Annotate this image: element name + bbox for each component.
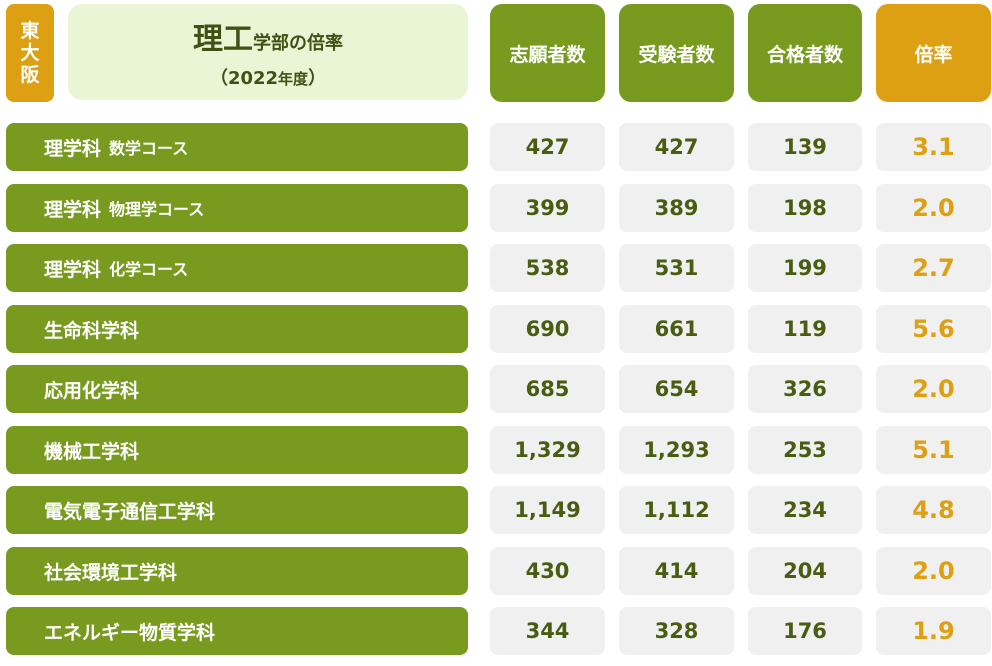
department-name: 理学科 xyxy=(44,137,102,160)
passers-cell: 204 xyxy=(748,547,862,595)
examinees-cell: 1,112 xyxy=(619,486,734,534)
faculty-name: 理工 xyxy=(193,22,253,57)
year-close-paren: ） xyxy=(308,68,327,89)
header-examinees: 受験者数 xyxy=(619,4,734,102)
year-line: （ 2022 年度 ） xyxy=(210,64,326,90)
table-row: 応用化学科 xyxy=(6,365,468,413)
department-name: エネルギー物質学科 xyxy=(44,621,216,644)
examinees-cell: 1,293 xyxy=(619,426,734,474)
school-badge: 東 大 阪 xyxy=(6,4,54,102)
examinees-cell: 661 xyxy=(619,305,734,353)
applicants-cell: 690 xyxy=(490,305,605,353)
table-row: 理学科 化学コース xyxy=(6,244,468,292)
passers-cell: 199 xyxy=(748,244,862,292)
applicants-cell: 685 xyxy=(490,365,605,413)
table-row: エネルギー物質学科 xyxy=(6,607,468,655)
passers-cell: 119 xyxy=(748,305,862,353)
table-row: 理学科 物理学コース xyxy=(6,184,468,232)
ratio-cell: 5.6 xyxy=(876,305,991,353)
examinees-cell: 531 xyxy=(619,244,734,292)
examinees-cell: 427 xyxy=(619,123,734,171)
header-passers: 合格者数 xyxy=(748,4,862,102)
page-title: 理工 学部の倍率 （ 2022 年度 ） xyxy=(68,4,468,100)
course-name: 化学コース xyxy=(109,260,189,279)
passers-cell: 234 xyxy=(748,486,862,534)
passers-cell: 326 xyxy=(748,365,862,413)
applicants-cell: 1,149 xyxy=(490,486,605,534)
department-name: 応用化学科 xyxy=(44,379,140,402)
ratio-cell: 2.0 xyxy=(876,547,991,595)
department-name: 生命科学科 xyxy=(44,319,140,342)
year-number: 2022 xyxy=(227,68,279,89)
applicants-cell: 344 xyxy=(490,607,605,655)
title-line: 理工 学部の倍率 xyxy=(193,14,343,58)
department-name: 機械工学科 xyxy=(44,440,140,463)
header-applicants: 志願者数 xyxy=(490,4,605,102)
applicants-cell: 538 xyxy=(490,244,605,292)
examinees-cell: 328 xyxy=(619,607,734,655)
table-row: 機械工学科 xyxy=(6,426,468,474)
department-name: 理学科 xyxy=(44,258,102,281)
school-badge-char: 東 xyxy=(20,20,40,42)
school-badge-char: 阪 xyxy=(20,64,40,86)
table-row: 社会環境工学科 xyxy=(6,547,468,595)
passers-cell: 176 xyxy=(748,607,862,655)
examinees-cell: 389 xyxy=(619,184,734,232)
header-ratio: 倍率 xyxy=(876,4,991,102)
year-open-paren: （ xyxy=(209,68,228,89)
table-row: 生命科学科 xyxy=(6,305,468,353)
table-row: 電気電子通信工学科 xyxy=(6,486,468,534)
ratio-cell: 2.0 xyxy=(876,365,991,413)
ratio-cell: 5.1 xyxy=(876,426,991,474)
applicants-cell: 1,329 xyxy=(490,426,605,474)
ratio-cell: 3.1 xyxy=(876,123,991,171)
applicants-cell: 427 xyxy=(490,123,605,171)
ratio-cell: 4.8 xyxy=(876,486,991,534)
course-name: 物理学コース xyxy=(109,200,205,219)
year-suffix: 年度 xyxy=(278,70,309,88)
department-name: 理学科 xyxy=(44,198,102,221)
department-name: 電気電子通信工学科 xyxy=(44,500,216,523)
passers-cell: 139 xyxy=(748,123,862,171)
applicants-cell: 399 xyxy=(490,184,605,232)
passers-cell: 198 xyxy=(748,184,862,232)
title-sub: 学部の倍率 xyxy=(253,33,343,54)
department-name: 社会環境工学科 xyxy=(44,561,178,584)
ratio-cell: 2.7 xyxy=(876,244,991,292)
examinees-cell: 414 xyxy=(619,547,734,595)
ratio-cell: 2.0 xyxy=(876,184,991,232)
passers-cell: 253 xyxy=(748,426,862,474)
course-name: 数学コース xyxy=(109,139,189,158)
school-badge-char: 大 xyxy=(20,42,40,64)
examinees-cell: 654 xyxy=(619,365,734,413)
applicants-cell: 430 xyxy=(490,547,605,595)
table-row: 理学科 数学コース xyxy=(6,123,468,171)
ratio-cell: 1.9 xyxy=(876,607,991,655)
